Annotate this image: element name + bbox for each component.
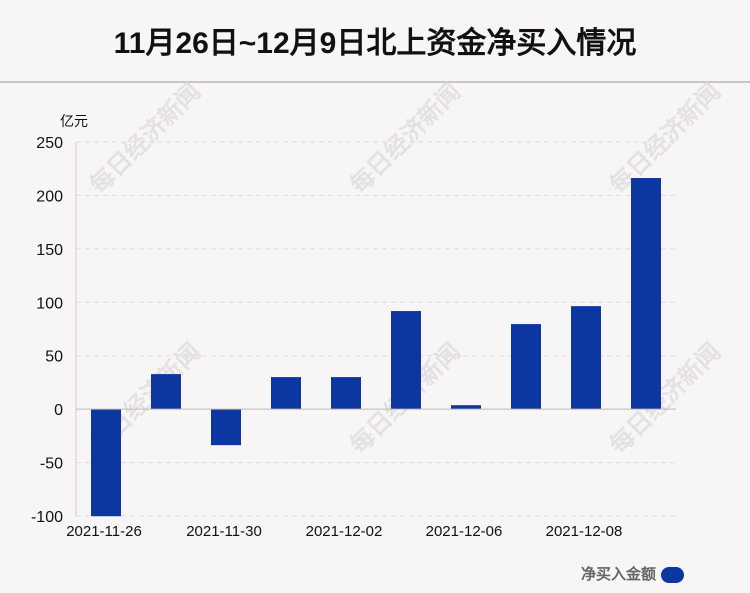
- bar-2021-11-26: [91, 409, 121, 517]
- x-tick-label: 2021-12-02: [306, 523, 383, 540]
- x-tick-label: 2021-11-30: [186, 523, 262, 540]
- y-tick-label: 250: [36, 135, 63, 152]
- bar-2021-11-29: [151, 374, 181, 410]
- x-tick-label: 2021-11-26: [66, 523, 142, 540]
- y-tick-label: 50: [45, 349, 63, 366]
- y-tick-label: 200: [36, 188, 63, 205]
- bar-2021-12-07: [511, 324, 541, 410]
- x-tick-label: 2021-12-06: [426, 523, 503, 540]
- watermark: 每日经济新闻: [604, 78, 726, 200]
- bar-2021-11-30: [211, 409, 241, 446]
- bar-2021-12-01: [271, 377, 301, 410]
- legend-label: 净买入金额: [581, 565, 656, 583]
- bar-2021-12-03: [391, 311, 421, 410]
- title-divider: [0, 81, 750, 83]
- y-tick-label: 0: [54, 402, 63, 419]
- bar-2021-12-09: [631, 178, 661, 410]
- bar-2021-12-02: [331, 377, 361, 410]
- x-tick-label: 2021-12-08: [546, 523, 623, 540]
- watermark: 每日经济新闻: [344, 78, 466, 200]
- chart-title: 11月26日~12月9日北上资金净买入情况: [113, 27, 637, 60]
- watermark: 每日经济新闻: [84, 78, 206, 200]
- legend-swatch: [661, 567, 684, 583]
- bar-2021-12-06: [451, 405, 481, 410]
- y-axis-unit: 亿元: [60, 113, 88, 129]
- bar-2021-12-08: [571, 306, 601, 410]
- y-tick-label: 100: [36, 295, 63, 312]
- y-tick-label: -100: [31, 509, 63, 526]
- y-tick-label: -50: [40, 456, 63, 473]
- y-tick-label: 150: [36, 242, 63, 259]
